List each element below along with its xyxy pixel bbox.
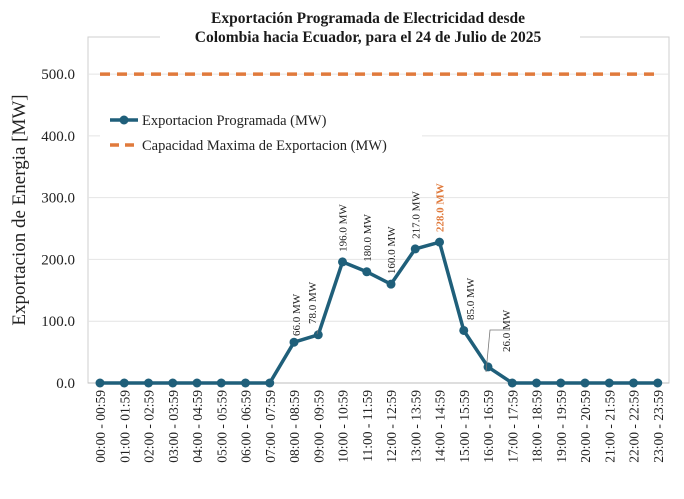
data-label: 228.0 MW [435,183,447,232]
x-tick-label: 11:00 - 11:59 [360,390,375,462]
data-label: 26.0 MW [501,309,513,352]
x-tick-label: 01:00 - 01:59 [117,390,132,463]
title-line-2: Colombia hacia Ecuador, para el 24 de Ju… [195,29,542,46]
export-point [362,267,372,277]
export-point [119,378,129,388]
x-tick-label: 07:00 - 07:59 [263,390,278,463]
export-point [338,257,347,267]
export-point [532,378,541,388]
y-axis-ticks: 0.0 100.0 200.0 300.0 400.0 500.0 [41,67,75,392]
export-point [386,279,396,289]
y-tick-label: 400.0 [41,129,75,145]
x-tick-label: 22:00 - 22:59 [627,390,642,463]
leader-line-78 [316,329,319,335]
title-line-1: Exportación Programada de Electricidad d… [211,10,525,27]
legend-background [100,106,422,158]
y-tick-label: 200.0 [41,252,75,268]
data-label: 160.0 MW [386,226,398,274]
x-tick-label: 12:00 - 12:59 [384,390,399,463]
export-point [410,244,420,254]
x-tick-label: 02:00 - 02:59 [142,390,157,463]
export-point [556,378,566,388]
legend: Exportacion Programada (MW) Capacidad Ma… [100,106,422,158]
x-tick-label: 03:00 - 03:59 [166,390,181,463]
export-point [653,378,663,388]
export-point [265,378,275,388]
export-point [95,378,105,388]
export-point [313,330,323,340]
x-tick-label: 04:00 - 04:59 [190,390,205,463]
x-axis-ticks: 00:00 - 00:59 01:00 - 01:59 02:00 - 02:59 0… [93,390,666,463]
x-tick-label: 05:00 - 05:59 [214,390,229,463]
x-tick-label: 08:00 - 08:59 [287,390,302,463]
chart-title: Exportación Programada de Electricidad d… [160,8,580,48]
legend-capacity-label: Capacidad Maxima de Exportacion (MW) [142,138,387,154]
y-tick-label: 0.0 [56,376,75,392]
x-tick-label: 18:00 - 18:59 [530,390,545,463]
x-tick-label: 06:00 - 06:59 [239,390,254,463]
data-label: 180.0 MW [362,214,374,262]
export-point [192,378,202,388]
export-point [483,362,493,372]
data-labels: 66.0 MW 78.0 MW 196.0 MW 180.0 MW 160.0 MW 21… [291,183,513,373]
export-point [507,378,517,388]
x-tick-label: 21:00 - 21:59 [602,390,617,463]
data-label: 85.0 MW [465,277,477,320]
y-axis-label: Exportacion de Energia [MW] [9,94,30,325]
legend-export-marker [119,115,129,125]
x-tick-label: 23:00 - 23:59 [651,390,666,463]
x-tick-label: 15:00 - 15:59 [457,390,472,463]
export-point [629,378,638,388]
data-label: 217.0 MW [410,191,422,239]
export-series [95,237,663,388]
plot-area: 0.0 100.0 200.0 300.0 400.0 500.0 00:00 - 00:… [41,36,670,463]
export-point [580,378,590,388]
export-point [216,378,226,388]
x-tick-label: 17:00 - 17:59 [505,390,520,463]
x-tick-label: 19:00 - 19:59 [554,390,569,463]
x-tick-label: 14:00 - 14:59 [433,390,448,463]
x-tick-label: 10:00 - 10:59 [336,390,351,463]
export-point [604,378,614,388]
x-tick-label: 20:00 - 20:59 [578,390,593,463]
legend-export-label: Exportacion Programada (MW) [142,113,327,129]
data-label: 78.0 MW [307,281,319,324]
x-tick-label: 13:00 - 13:59 [408,390,423,463]
export-point [289,337,299,347]
export-point [435,237,444,247]
x-tick-label: 16:00 - 16:59 [481,390,496,463]
export-point [168,378,178,388]
x-tick-label: 09:00 - 09:59 [311,390,326,463]
y-tick-label: 100.0 [41,314,75,330]
export-point [459,325,469,335]
export-point [144,378,153,388]
x-tick-label: 00:00 - 00:59 [93,390,108,463]
leader-line-26 [485,329,510,373]
data-label: 66.0 MW [291,293,303,336]
y-tick-label: 500.0 [41,67,75,83]
y-tick-label: 300.0 [41,191,75,207]
export-point [241,378,250,388]
title-background [160,8,580,48]
data-label: 196.0 MW [338,204,350,252]
